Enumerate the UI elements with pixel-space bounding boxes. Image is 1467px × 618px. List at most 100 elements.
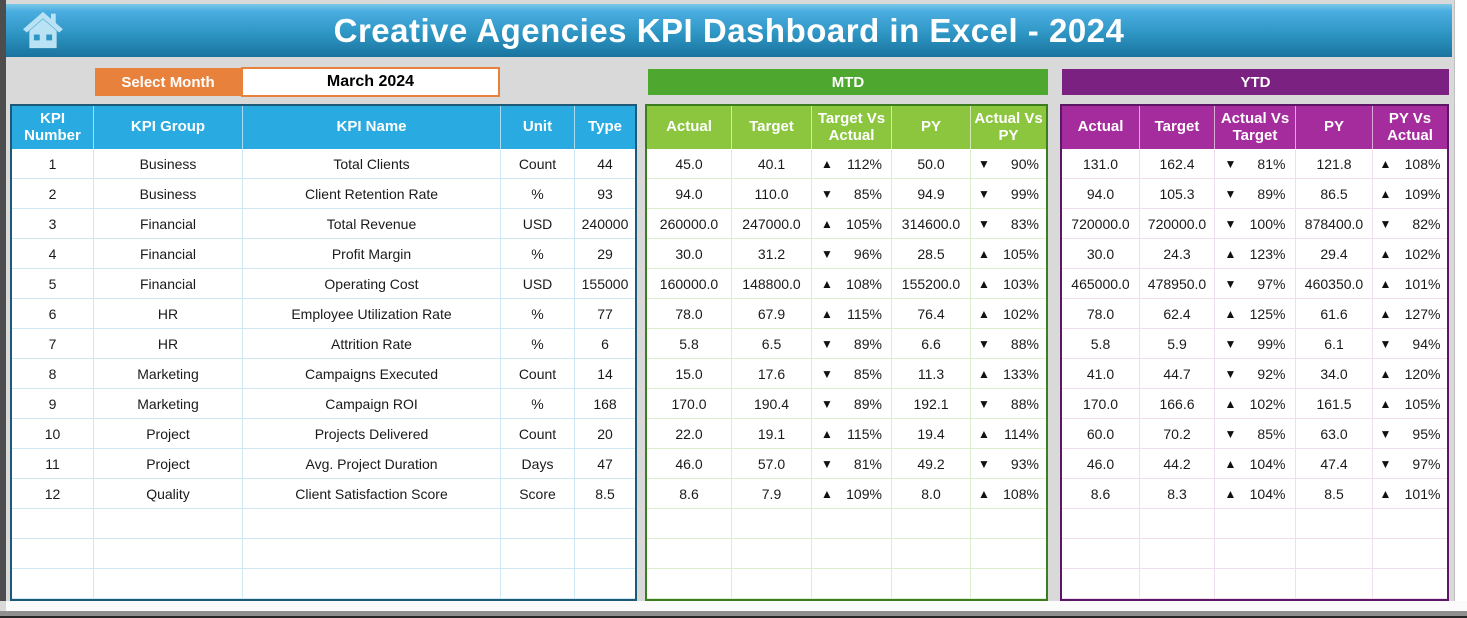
kpi-cell[interactable]: % bbox=[501, 389, 575, 419]
ytd-cell[interactable]: ▲ 125% bbox=[1215, 299, 1296, 329]
ytd-cell[interactable]: 5.9 bbox=[1140, 329, 1215, 359]
mtd-cell[interactable]: 49.2 bbox=[892, 449, 971, 479]
ytd-cell[interactable]: ▲ 102% bbox=[1373, 239, 1447, 269]
mtd-cell[interactable]: 148800.0 bbox=[732, 269, 812, 299]
mtd-cell[interactable]: ▲ 108% bbox=[971, 479, 1046, 509]
mtd-cell[interactable]: ▲ 108% bbox=[812, 269, 892, 299]
ytd-cell[interactable] bbox=[1062, 569, 1140, 599]
ytd-cell[interactable]: 94.0 bbox=[1062, 179, 1140, 209]
kpi-cell[interactable]: Count bbox=[501, 149, 575, 179]
ytd-cell[interactable]: 720000.0 bbox=[1062, 209, 1140, 239]
ytd-cell[interactable]: 460350.0 bbox=[1296, 269, 1373, 299]
ytd-cell[interactable]: 161.5 bbox=[1296, 389, 1373, 419]
ytd-cell[interactable]: 78.0 bbox=[1062, 299, 1140, 329]
ytd-cell[interactable]: ▲ 108% bbox=[1373, 149, 1447, 179]
ytd-cell[interactable]: ▼ 85% bbox=[1215, 419, 1296, 449]
kpi-cell[interactable]: Financial bbox=[94, 239, 243, 269]
ytd-cell[interactable]: ▼ 89% bbox=[1215, 179, 1296, 209]
ytd-cell[interactable]: ▼ 94% bbox=[1373, 329, 1447, 359]
ytd-cell[interactable] bbox=[1140, 539, 1215, 569]
mtd-cell[interactable]: ▼ 93% bbox=[971, 449, 1046, 479]
ytd-cell[interactable]: ▼ 95% bbox=[1373, 419, 1447, 449]
kpi-cell[interactable]: % bbox=[501, 239, 575, 269]
mtd-cell[interactable] bbox=[732, 509, 812, 539]
mtd-cell[interactable]: ▲ 102% bbox=[971, 299, 1046, 329]
kpi-cell[interactable]: % bbox=[501, 179, 575, 209]
kpi-cell[interactable]: HR bbox=[94, 329, 243, 359]
ytd-cell[interactable]: 6.1 bbox=[1296, 329, 1373, 359]
mtd-cell[interactable]: 11.3 bbox=[892, 359, 971, 389]
ytd-cell[interactable]: 5.8 bbox=[1062, 329, 1140, 359]
mtd-cell[interactable]: 7.9 bbox=[732, 479, 812, 509]
kpi-cell[interactable]: 168 bbox=[575, 389, 635, 419]
ytd-cell[interactable]: 29.4 bbox=[1296, 239, 1373, 269]
ytd-cell[interactable]: ▲ 101% bbox=[1373, 269, 1447, 299]
mtd-cell[interactable] bbox=[971, 509, 1046, 539]
kpi-cell[interactable] bbox=[94, 569, 243, 599]
ytd-cell[interactable]: ▼ 99% bbox=[1215, 329, 1296, 359]
mtd-cell[interactable]: 67.9 bbox=[732, 299, 812, 329]
mtd-cell[interactable]: 8.0 bbox=[892, 479, 971, 509]
mtd-cell[interactable]: 50.0 bbox=[892, 149, 971, 179]
mtd-cell[interactable]: 260000.0 bbox=[647, 209, 732, 239]
kpi-cell[interactable]: 6 bbox=[575, 329, 635, 359]
kpi-cell[interactable]: 11 bbox=[12, 449, 94, 479]
ytd-cell[interactable]: 478950.0 bbox=[1140, 269, 1215, 299]
ytd-cell[interactable] bbox=[1296, 539, 1373, 569]
mtd-cell[interactable]: ▲ 115% bbox=[812, 299, 892, 329]
kpi-cell[interactable]: 9 bbox=[12, 389, 94, 419]
mtd-cell[interactable]: 76.4 bbox=[892, 299, 971, 329]
kpi-cell[interactable]: 20 bbox=[575, 419, 635, 449]
mtd-cell[interactable]: 19.1 bbox=[732, 419, 812, 449]
kpi-cell[interactable] bbox=[575, 509, 635, 539]
mtd-cell[interactable]: 46.0 bbox=[647, 449, 732, 479]
kpi-cell[interactable]: 8.5 bbox=[575, 479, 635, 509]
month-dropdown[interactable]: March 2024 bbox=[241, 67, 500, 97]
kpi-cell[interactable]: Financial bbox=[94, 269, 243, 299]
mtd-cell[interactable] bbox=[647, 569, 732, 599]
kpi-cell[interactable]: Projects Delivered bbox=[243, 419, 501, 449]
ytd-cell[interactable] bbox=[1296, 509, 1373, 539]
mtd-cell[interactable]: ▼ 85% bbox=[812, 179, 892, 209]
mtd-cell[interactable]: ▼ 88% bbox=[971, 329, 1046, 359]
kpi-cell[interactable]: Client Satisfaction Score bbox=[243, 479, 501, 509]
ytd-cell[interactable]: 30.0 bbox=[1062, 239, 1140, 269]
home-button[interactable] bbox=[20, 10, 66, 52]
mtd-cell[interactable]: 110.0 bbox=[732, 179, 812, 209]
kpi-cell[interactable]: 44 bbox=[575, 149, 635, 179]
mtd-cell[interactable]: 57.0 bbox=[732, 449, 812, 479]
kpi-cell[interactable]: 14 bbox=[575, 359, 635, 389]
kpi-cell[interactable]: Campaigns Executed bbox=[243, 359, 501, 389]
kpi-cell[interactable]: 1 bbox=[12, 149, 94, 179]
mtd-cell[interactable]: 22.0 bbox=[647, 419, 732, 449]
mtd-cell[interactable]: ▲ 112% bbox=[812, 149, 892, 179]
kpi-cell[interactable] bbox=[12, 539, 94, 569]
ytd-cell[interactable]: 62.4 bbox=[1140, 299, 1215, 329]
ytd-cell[interactable]: 878400.0 bbox=[1296, 209, 1373, 239]
mtd-cell[interactable]: ▼ 89% bbox=[812, 389, 892, 419]
ytd-cell[interactable] bbox=[1062, 539, 1140, 569]
kpi-cell[interactable]: Client Retention Rate bbox=[243, 179, 501, 209]
mtd-cell[interactable]: ▼ 89% bbox=[812, 329, 892, 359]
mtd-cell[interactable]: 155200.0 bbox=[892, 269, 971, 299]
ytd-cell[interactable]: ▲ 105% bbox=[1373, 389, 1447, 419]
mtd-cell[interactable] bbox=[892, 509, 971, 539]
kpi-cell[interactable]: 6 bbox=[12, 299, 94, 329]
kpi-cell[interactable] bbox=[501, 569, 575, 599]
ytd-cell[interactable] bbox=[1215, 569, 1296, 599]
ytd-cell[interactable]: 465000.0 bbox=[1062, 269, 1140, 299]
ytd-cell[interactable] bbox=[1296, 569, 1373, 599]
ytd-cell[interactable]: 47.4 bbox=[1296, 449, 1373, 479]
ytd-cell[interactable]: ▼ 97% bbox=[1373, 449, 1447, 479]
kpi-cell[interactable]: Project bbox=[94, 449, 243, 479]
kpi-cell[interactable]: Count bbox=[501, 359, 575, 389]
kpi-cell[interactable]: Marketing bbox=[94, 359, 243, 389]
mtd-cell[interactable]: ▲ 105% bbox=[812, 209, 892, 239]
mtd-cell[interactable] bbox=[647, 539, 732, 569]
ytd-cell[interactable]: 8.3 bbox=[1140, 479, 1215, 509]
ytd-cell[interactable]: 8.5 bbox=[1296, 479, 1373, 509]
ytd-cell[interactable]: 41.0 bbox=[1062, 359, 1140, 389]
kpi-cell[interactable]: 4 bbox=[12, 239, 94, 269]
kpi-cell[interactable]: Total Revenue bbox=[243, 209, 501, 239]
ytd-cell[interactable]: 70.2 bbox=[1140, 419, 1215, 449]
